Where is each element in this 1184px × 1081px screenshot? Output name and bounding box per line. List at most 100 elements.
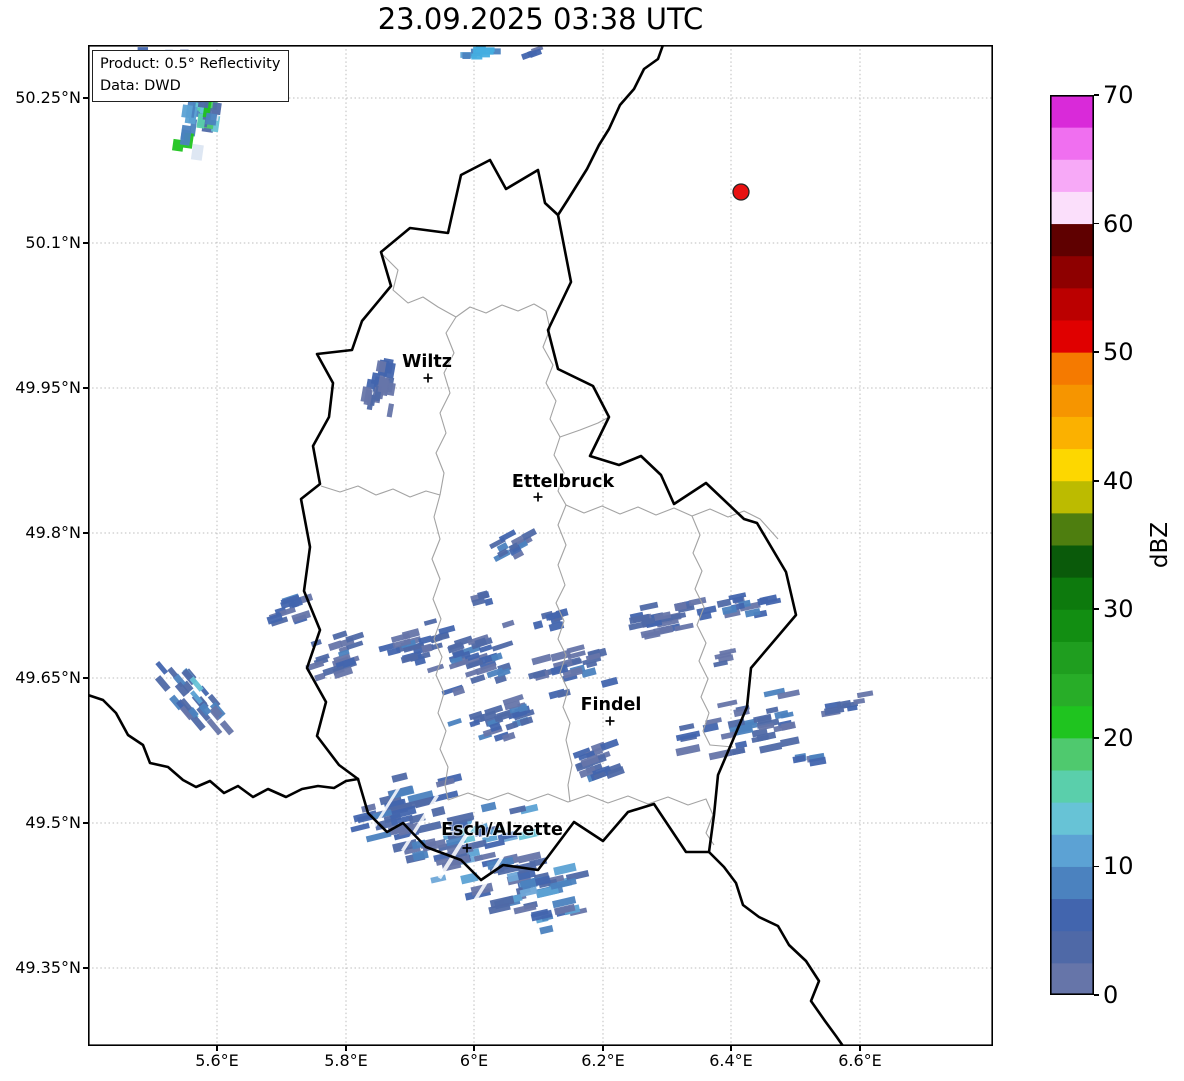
map-canvas: Wiltz Ettelbruck Findel Esch/Alzette <box>88 45 993 1046</box>
city-label: Ettelbruck <box>512 472 615 492</box>
colorbar-tick-mark <box>1094 865 1099 868</box>
echo-cluster <box>628 596 712 640</box>
y-tick-mark <box>83 387 88 389</box>
colorbar-tick-label: 70 <box>1103 81 1134 109</box>
colorbar-segment <box>1050 320 1094 353</box>
colorbar-segment <box>1050 770 1094 803</box>
colorbar-tick-label: 20 <box>1103 723 1134 752</box>
x-tick-label: 5.6°E <box>195 1051 239 1070</box>
city-label: Findel <box>581 695 642 715</box>
colorbar-tick-mark <box>1094 608 1099 611</box>
colorbar-segment <box>1050 416 1094 450</box>
colorbar-segment <box>1050 609 1094 642</box>
y-tick-mark <box>83 822 88 824</box>
colorbar-segment <box>1050 480 1094 514</box>
x-tick-label: 6.6°E <box>838 1051 882 1070</box>
colorbar-segment <box>1050 223 1094 257</box>
beam-gap <box>373 783 403 827</box>
echo-cluster <box>470 590 494 607</box>
colorbar-segment <box>1050 962 1094 995</box>
echo-cluster <box>360 358 396 418</box>
colorbar-segment <box>1050 512 1094 546</box>
colorbar-segment <box>1050 705 1094 739</box>
x-tick-mark <box>730 1046 732 1051</box>
echo-cluster <box>527 644 619 700</box>
district-border <box>320 485 441 498</box>
echo-cluster <box>675 687 800 761</box>
country-borders <box>88 45 845 1046</box>
y-tick-label: 49.35°N <box>15 958 81 977</box>
colorbar-segment <box>1050 866 1094 900</box>
district-border <box>691 515 734 748</box>
colorbar-tick-mark <box>1094 737 1099 739</box>
city-label: Esch/Alzette <box>441 820 563 840</box>
district-border <box>555 504 573 803</box>
x-tick-mark <box>473 1046 475 1051</box>
colorbar-unit-label: dBZ <box>1147 521 1173 569</box>
colorbar-tick-mark <box>1094 222 1099 225</box>
echo-cluster <box>820 690 874 718</box>
y-tick-label: 49.95°N <box>15 378 81 397</box>
radar-site-marker <box>732 183 750 201</box>
colorbar-segment <box>1050 545 1094 578</box>
echo-cluster <box>532 608 569 632</box>
colorbar-segment <box>1050 127 1094 160</box>
y-tick-mark <box>83 967 88 969</box>
colorbar-segment <box>1050 577 1094 610</box>
x-tick-label: 6.2°E <box>581 1051 625 1070</box>
y-tick-label: 49.65°N <box>15 668 81 687</box>
france-belgium-border <box>88 693 360 799</box>
colorbar-segment <box>1050 898 1094 932</box>
colorbar-segment <box>1050 352 1094 385</box>
echo-cluster <box>460 45 501 60</box>
district-border <box>455 303 547 318</box>
city-marker <box>533 492 543 502</box>
colorbar-segment <box>1050 673 1094 707</box>
colorbar-segment <box>1050 802 1094 835</box>
y-tick-label: 50.25°N <box>15 88 81 107</box>
echo-cluster <box>713 647 737 668</box>
city-marker <box>423 373 433 383</box>
colorbar-segment <box>1050 191 1094 225</box>
colorbar-segment <box>1050 287 1094 321</box>
beam-gap <box>437 810 483 880</box>
luxembourg-border <box>299 158 798 882</box>
city-label: Wiltz <box>402 352 452 372</box>
colorbar <box>1050 95 1094 995</box>
france-germany-border <box>707 850 845 1046</box>
echo-cluster <box>266 593 314 627</box>
colorbar-segment <box>1050 255 1094 289</box>
colorbar-tick-label: 50 <box>1103 338 1134 367</box>
colorbar-segments <box>1050 95 1094 995</box>
colorbar-segment <box>1050 95 1094 128</box>
echo-cluster <box>447 693 535 742</box>
figure-title: 23.09.2025 03:38 UTC <box>377 2 704 36</box>
echo-cluster <box>530 903 588 935</box>
district-border <box>382 254 457 318</box>
colorbar-tick-label: 10 <box>1103 852 1134 881</box>
beam-gap <box>401 794 439 852</box>
colorbar-tick-label: 0 <box>1103 981 1119 1009</box>
y-tick-mark <box>83 677 88 679</box>
district-border <box>435 316 457 496</box>
product-info-box: Product: 0.5° Reflectivity Data: DWD <box>92 50 290 102</box>
belgium-germany-border <box>556 45 665 217</box>
x-tick-mark <box>602 1046 604 1051</box>
map-frame <box>88 45 993 1046</box>
colorbar-tick-mark <box>1094 94 1099 96</box>
data-source-label: Data: DWD <box>100 78 181 95</box>
district-borders <box>320 254 779 846</box>
product-label: Product: 0.5° Reflectivity <box>100 56 281 72</box>
x-tick-label: 6.4°E <box>709 1051 753 1070</box>
y-tick-mark <box>83 97 88 99</box>
echo-cluster <box>426 619 515 697</box>
colorbar-tick-mark <box>1094 351 1099 353</box>
echo-cluster <box>504 700 531 717</box>
colorbar-segment <box>1050 641 1094 675</box>
colorbar-segment <box>1050 930 1094 964</box>
district-border <box>565 504 779 540</box>
x-tick-mark <box>345 1046 347 1051</box>
y-tick-label: 49.5°N <box>25 813 81 832</box>
colorbar-segment <box>1050 737 1094 771</box>
x-tick-mark <box>216 1046 218 1051</box>
